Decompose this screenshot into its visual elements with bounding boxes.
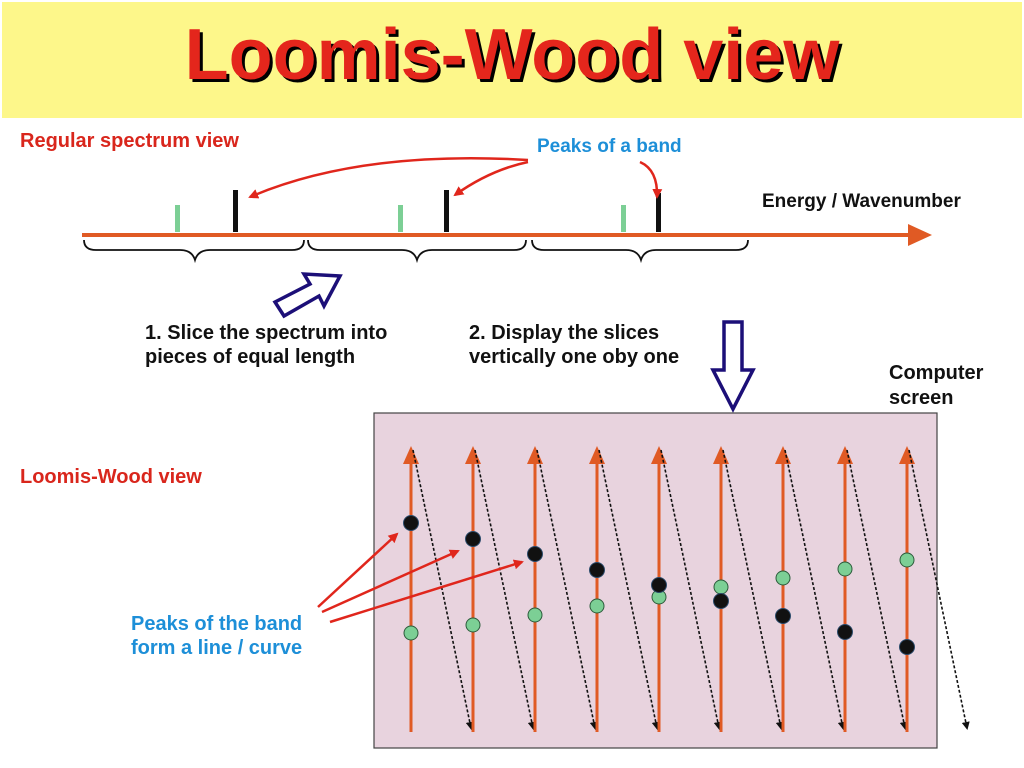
peak-pointer-arrows bbox=[248, 156, 663, 199]
regular-spectrum-heading: Regular spectrum view bbox=[20, 130, 239, 152]
step1-caption: 1. Slice the spectrum into pieces of equ… bbox=[145, 321, 387, 369]
band-peak bbox=[656, 193, 661, 232]
slice-braces bbox=[83, 239, 749, 264]
peaks-of-a-band-label: Peaks of a band bbox=[537, 136, 682, 157]
band-caption-line1: Peaks of the band bbox=[131, 613, 303, 635]
spectrum-axis bbox=[82, 224, 932, 246]
slice-axis-arrowhead bbox=[899, 446, 915, 464]
title-band bbox=[2, 2, 1022, 118]
step2-caption: 2. Display the slices vertically one oby… bbox=[469, 321, 679, 369]
loomis-wood-heading: Loomis-Wood view bbox=[20, 466, 202, 488]
axis-label: Energy / Wavenumber bbox=[762, 191, 961, 212]
down-outline-arrow bbox=[710, 320, 756, 413]
spectrum-peaks bbox=[175, 190, 661, 232]
loomis-wood-slices bbox=[403, 446, 970, 732]
band-peak-dot bbox=[465, 531, 481, 547]
screen-label-line2: screen bbox=[889, 387, 954, 409]
band-peak bbox=[233, 190, 238, 232]
green-peak bbox=[398, 205, 403, 232]
green-peak-dot bbox=[403, 625, 419, 641]
slice-axis-arrowhead bbox=[403, 446, 419, 464]
brace-3 bbox=[531, 239, 749, 264]
slice-connector bbox=[722, 449, 784, 730]
slide-title: Loomis-Wood view bbox=[184, 15, 840, 95]
slice-axis-arrowhead bbox=[651, 446, 667, 464]
slice-axis-arrowhead bbox=[527, 446, 543, 464]
band-peak-dot bbox=[651, 577, 667, 593]
slice-connector bbox=[660, 449, 722, 730]
step2-line1: 2. Display the slices bbox=[469, 322, 660, 344]
green-peak-dot bbox=[899, 552, 915, 568]
band-peak-dot bbox=[775, 608, 791, 624]
green-peak-dot bbox=[527, 607, 543, 623]
slice-axis-arrowhead bbox=[465, 446, 481, 464]
slice-connector bbox=[846, 449, 908, 730]
green-peak-dot bbox=[837, 561, 853, 577]
diagonal-outline-arrow bbox=[272, 272, 343, 319]
slice-connector bbox=[536, 449, 598, 730]
band-peak-dot bbox=[403, 515, 419, 531]
band-peak-dot bbox=[837, 624, 853, 640]
slice-axis-arrowhead bbox=[713, 446, 729, 464]
slice-connector bbox=[784, 449, 846, 730]
band-peak bbox=[444, 190, 449, 232]
computer-screen-label: Computer screen bbox=[889, 361, 983, 411]
band-peak-dot bbox=[713, 593, 729, 609]
slice-axis-arrowhead bbox=[589, 446, 605, 464]
slice-axis-arrowhead bbox=[837, 446, 853, 464]
band-peak-dot bbox=[899, 639, 915, 655]
slice-axis-arrowhead bbox=[775, 446, 791, 464]
screen-label-line1: Computer bbox=[889, 362, 984, 384]
brace-1 bbox=[83, 239, 305, 264]
green-peak-dot bbox=[713, 579, 729, 595]
slice-connector bbox=[908, 449, 970, 730]
band-line-caption: Peaks of the band form a line / curve bbox=[131, 612, 302, 660]
band-caption-line2: form a line / curve bbox=[131, 637, 303, 659]
green-peak bbox=[621, 205, 626, 232]
brace-2 bbox=[307, 239, 527, 264]
step1-line2: pieces of equal length bbox=[145, 346, 356, 368]
green-peak-dot bbox=[465, 617, 481, 633]
band-pointer-arrows bbox=[317, 532, 524, 624]
green-peak-dot bbox=[589, 598, 605, 614]
band-peak-dot bbox=[589, 562, 605, 578]
step1-line1: 1. Slice the spectrum into bbox=[145, 322, 388, 344]
step2-line2: vertically one oby one bbox=[469, 346, 680, 368]
slice-connector bbox=[598, 449, 660, 730]
slice-connector bbox=[474, 449, 536, 730]
green-peak-dot bbox=[775, 570, 791, 586]
green-peak bbox=[175, 205, 180, 232]
band-peak-dot bbox=[527, 546, 543, 562]
slice-connector bbox=[412, 449, 474, 730]
